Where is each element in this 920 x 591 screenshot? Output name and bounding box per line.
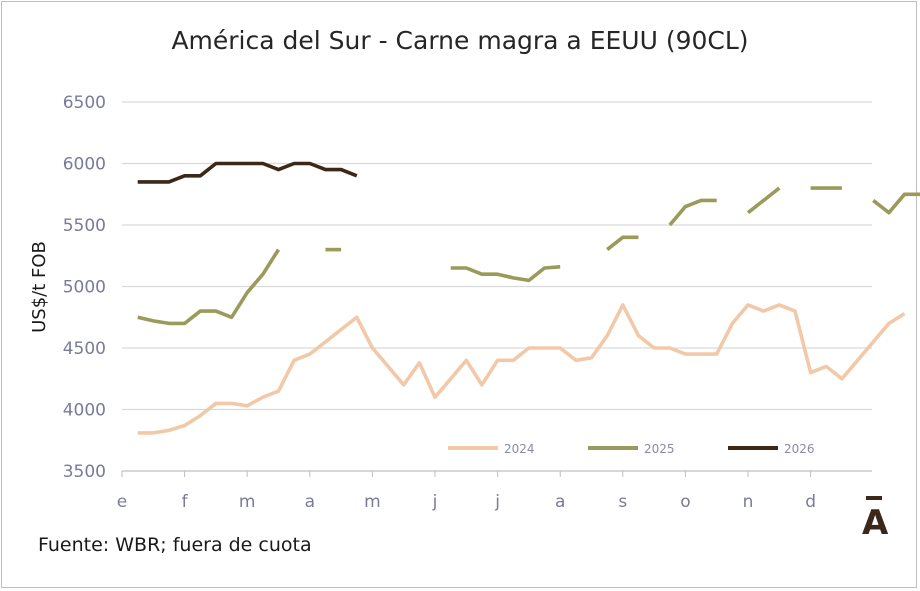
x-tick-label: j: [494, 492, 500, 512]
series-lines: [137, 161, 920, 435]
series-2024-line: [137, 303, 906, 435]
legend-label-2026: 2026: [784, 442, 815, 456]
series-2025-line-segment-6: [746, 186, 781, 215]
legend-label-2024: 2024: [504, 442, 535, 456]
y-tick-label: 4000: [63, 401, 106, 421]
brand-logo-icon: A: [862, 496, 889, 540]
series-2025-line-segment-8: [872, 192, 920, 215]
chart-title: América del Sur - Carne magra a EEUU (90…: [171, 26, 749, 55]
series-2025-line-segment-4: [606, 235, 639, 252]
gridlines: [122, 101, 872, 472]
series-2025-line-segment-1: [137, 248, 281, 326]
y-axis-label: US$/t FOB: [29, 241, 50, 333]
source-note: Fuente: WBR; fuera de cuota: [38, 534, 312, 556]
logo-letter: A: [862, 503, 889, 540]
series-2025-line-segment-3: [450, 265, 561, 283]
y-tick-label: 3500: [63, 462, 106, 482]
x-tick-label: m: [364, 492, 381, 512]
y-tick-label: 5500: [63, 216, 106, 236]
x-tick-label: a: [555, 492, 565, 512]
y-tick-label: 6000: [63, 155, 106, 175]
x-tick-label: n: [743, 492, 754, 512]
logo-macron: [866, 496, 882, 500]
x-tick-label: d: [805, 492, 816, 512]
x-tick-label: s: [618, 492, 627, 512]
y-tick-label: 4500: [63, 339, 106, 359]
legend-label-2025: 2025: [644, 442, 675, 456]
x-tick-label: j: [432, 492, 438, 512]
legend: 2024 2025 2026: [448, 442, 815, 456]
x-tick-label: a: [305, 492, 315, 512]
x-tick-label: e: [117, 492, 127, 512]
series-2025-line-segment-5: [668, 198, 717, 227]
y-axis-ticks: 3500 4000 4500 5000 5500 6000 6500: [63, 93, 106, 482]
x-tick-label: o: [680, 492, 690, 512]
y-tick-label: 6500: [63, 93, 106, 113]
x-tick-label: m: [239, 492, 256, 512]
y-tick-label: 5000: [63, 278, 106, 298]
series-2026-line: [137, 161, 358, 184]
x-tick-label: f: [182, 492, 189, 512]
